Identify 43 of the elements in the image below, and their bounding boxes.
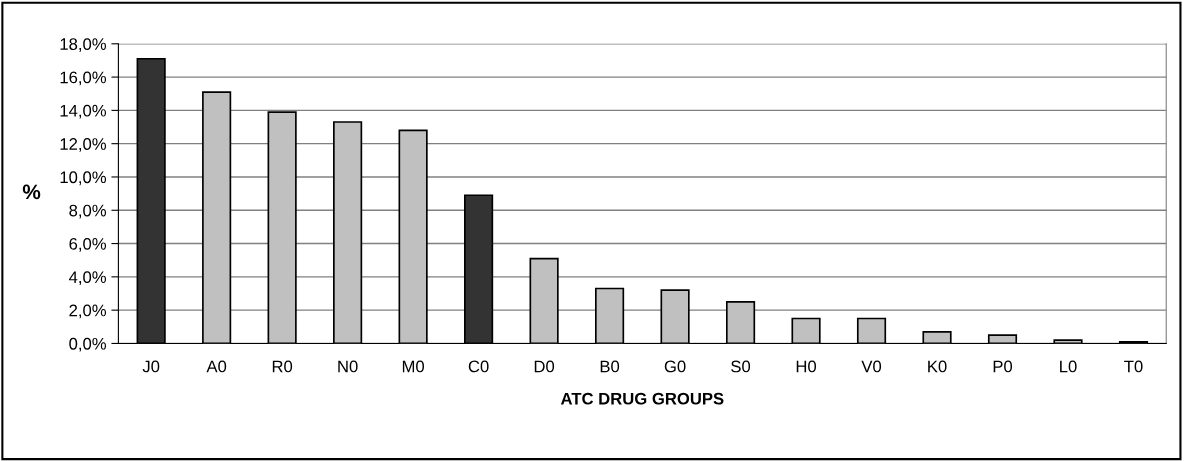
x-tick-label: P0	[993, 360, 1013, 373]
y-tick-label: 0,0%	[69, 337, 106, 352]
x-tick-label: H0	[796, 360, 817, 373]
bar	[856, 317, 887, 344]
bar	[791, 317, 821, 344]
y-tick-label: 16,0%	[60, 71, 106, 86]
bar	[987, 334, 1018, 344]
x-tick-label: T0	[1124, 360, 1143, 373]
x-tick-label: K0	[928, 360, 947, 373]
y-tick-label: 10,0%	[60, 171, 106, 186]
bar	[529, 257, 559, 344]
bar	[725, 300, 756, 344]
y-tick-label: 6,0%	[69, 237, 106, 252]
bar	[202, 91, 232, 344]
x-tick-label: J0	[142, 360, 160, 373]
bar	[267, 111, 297, 344]
y-tick-label: 8,0%	[69, 204, 106, 219]
x-tick-label: N0	[338, 360, 358, 373]
bar	[1053, 339, 1083, 344]
y-tick-label: 18,0%	[60, 38, 106, 52]
y-tick-label: 12,0%	[60, 138, 106, 152]
x-tick-label: R0	[272, 360, 293, 373]
x-tick-label: V0	[861, 360, 882, 373]
bar	[922, 330, 952, 344]
x-tick-label: A0	[206, 360, 227, 373]
bar	[398, 129, 428, 344]
x-tick-label: G0	[664, 360, 686, 373]
x-tick-label: M0	[402, 360, 425, 373]
y-tick-label: 4,0%	[68, 271, 106, 286]
y-tick-label: 2,0%	[69, 304, 106, 319]
bar	[594, 287, 625, 344]
x-tick-label: B0	[600, 360, 620, 373]
x-axis-title: ATC DRUG GROUPS	[560, 392, 724, 405]
bar	[464, 194, 494, 344]
bar	[333, 121, 363, 344]
x-tick-label: C0	[468, 360, 489, 373]
y-axis-title: %	[22, 184, 41, 200]
x-tick-label: L0	[1060, 360, 1077, 373]
bar	[136, 57, 166, 344]
bar	[660, 289, 690, 344]
x-tick-label: D0	[534, 360, 555, 373]
y-tick-label: 14,0%	[60, 104, 106, 119]
x-tick-label: S0	[731, 360, 751, 373]
